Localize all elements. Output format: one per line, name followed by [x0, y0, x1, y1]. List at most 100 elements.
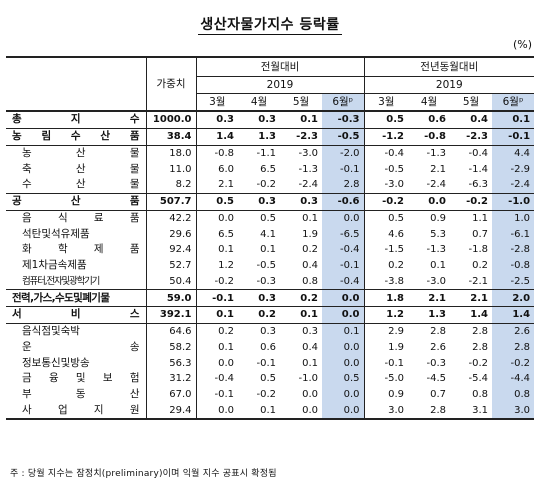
yoy-cell: -0.8 [492, 257, 535, 274]
mom-cell: 0.0 [322, 339, 365, 356]
yoy-cell: -3.0 [426, 275, 447, 287]
yoy-cell: 2.8 [472, 326, 489, 338]
mom-cell: 0.3 [302, 326, 318, 338]
mom-cell: -6.5 [322, 226, 365, 242]
mom-cell: 0.2 [258, 309, 276, 321]
yoy-cell: -0.3 [426, 357, 447, 369]
weight-cell: 50.4 [146, 273, 197, 290]
yoy-cell: -2.9 [492, 161, 535, 177]
yoy-cell: 0.9 [388, 389, 405, 401]
yoy-cell: -0.1 [492, 128, 535, 145]
row-label: 금 융 및 보 험 [6, 371, 147, 387]
mom-cell: 0.4 [302, 341, 318, 353]
yoy-cell: -1.3 [426, 147, 447, 159]
row-label: 운 송 [6, 339, 147, 356]
mom-cell: -2.3 [296, 131, 318, 143]
mom-cell: 1.2 [218, 260, 234, 272]
yoy-cell: 4.6 [388, 228, 405, 240]
yoy-cell: -2.1 [468, 275, 489, 287]
yoy-cell: -0.4 [468, 147, 489, 159]
table-row: 정보통신및방송 56.3 0.0 -0.1 0.1 0.0 -0.1 -0.3 -0.2 -0.2 [6, 355, 535, 371]
yoy-cell: -5.4 [468, 373, 489, 385]
table-row: 공 산 품 507.7 0.5 0.3 0.3 -0.6 -0.2 0.0 -0.2 -1.0 [6, 193, 535, 210]
table-row: 수 산 물 8.2 2.1 -0.2 -2.4 2.8 -3.0 -2.4 -6.3 -2.4 [6, 177, 535, 194]
yoy-cell: -2.5 [492, 273, 535, 290]
table-row: 석탄및석유제품 29.6 6.5 4.1 1.9 -6.5 4.6 5.3 0.7 -6.1 [6, 226, 535, 242]
yoy-cell: 1.9 [388, 341, 405, 353]
header-month: 5월 [292, 95, 310, 108]
table-row: 총 지 수 1000.0 0.3 0.3 0.1 -0.3 0.5 0.6 0.4 0.1 [6, 111, 535, 129]
yoy-cell: 0.9 [430, 212, 447, 224]
weight-cell: 11.0 [146, 161, 197, 177]
yoy-cell: -0.5 [384, 163, 405, 175]
mom-cell: 0.0 [218, 357, 234, 369]
mom-cell: 0.3 [258, 196, 276, 208]
mom-cell: -2.0 [322, 145, 365, 162]
mom-cell: 0.6 [260, 341, 276, 353]
weight-cell: 64.6 [146, 323, 197, 340]
table-row: 화 학 제 품 92.4 0.1 0.1 0.2 -0.4 -1.5 -1.3 -1.8 -2.8 [6, 242, 535, 258]
yoy-cell: 2.9 [388, 326, 405, 338]
yoy-cell: -0.2 [468, 357, 489, 369]
header-month-row: 3월 4월 5월 6월ᵖ 3월 4월 5월 6월ᵖ [6, 93, 535, 111]
header-month: 3월 [378, 95, 395, 108]
row-label: 화 학 제 품 [6, 242, 147, 258]
mom-cell: -0.4 [322, 273, 365, 290]
mom-cell: 0.2 [300, 292, 318, 304]
mom-cell: 4.1 [260, 228, 276, 240]
yoy-cell: -2.8 [492, 242, 535, 258]
mom-cell: -0.8 [214, 147, 234, 159]
mom-cell: -0.1 [256, 357, 276, 369]
yoy-cell: 2.8 [430, 326, 447, 338]
table-row: 축 산 물 11.0 6.0 6.5 -1.3 -0.1 -0.5 2.1 -1.4 -2.9 [6, 161, 535, 177]
mom-cell: -0.4 [214, 373, 234, 385]
row-label: 음 식 료 품 [6, 210, 147, 227]
mom-cell: 0.1 [302, 357, 318, 369]
table-row: 농 산 물 18.0 -0.8 -1.1 -3.0 -2.0 -0.4 -1.3 -0.4 4.4 [6, 145, 535, 162]
weight-cell: 67.0 [146, 386, 197, 403]
weight-cell: 29.6 [146, 226, 197, 242]
mom-cell: 6.0 [218, 163, 234, 175]
mom-cell: 0.5 [322, 371, 365, 387]
mom-cell: 2.1 [218, 179, 234, 191]
header-blank [6, 57, 147, 111]
mom-cell: -1.3 [298, 163, 318, 175]
weight-cell: 8.2 [146, 177, 197, 194]
mom-cell: -2.4 [298, 179, 318, 191]
mom-cell: 0.4 [302, 260, 318, 272]
mom-cell: -0.3 [322, 111, 365, 129]
header-month: 4월 [420, 95, 438, 108]
yoy-cell: -1.5 [384, 244, 405, 256]
yoy-cell: -0.1 [384, 357, 405, 369]
weight-cell: 59.0 [146, 289, 197, 307]
mom-cell: -1.1 [256, 147, 276, 159]
mom-cell: 0.1 [302, 212, 318, 224]
row-label: 정보통신및방송 [6, 355, 147, 371]
yoy-cell: 3.1 [472, 404, 489, 416]
yoy-cell: -3.8 [384, 275, 405, 287]
yoy-cell: 1.8 [386, 292, 405, 304]
yoy-cell: -1.2 [382, 131, 405, 143]
row-label: 서 비 스 [6, 306, 147, 324]
yoy-cell: 5.3 [430, 228, 447, 240]
yoy-cell: 1.4 [470, 309, 489, 321]
mom-cell: 0.5 [260, 212, 276, 224]
yoy-cell: 2.8 [430, 404, 447, 416]
yoy-cell: -5.0 [384, 373, 405, 385]
mom-cell: -0.4 [322, 242, 365, 258]
weight-cell: 38.4 [146, 128, 197, 145]
mom-cell: -0.3 [256, 275, 276, 287]
table-row: 제1차금속제품 52.7 1.2 -0.5 0.4 -0.1 0.2 0.1 0.2 -0.8 [6, 257, 535, 274]
weight-cell: 31.2 [146, 371, 197, 387]
yoy-cell: -0.4 [384, 147, 405, 159]
yoy-cell: -0.8 [424, 131, 447, 143]
mom-cell: -3.0 [298, 147, 318, 159]
mom-cell: 0.1 [260, 404, 276, 416]
unit-label: (%) [512, 38, 532, 51]
mom-cell: 0.3 [300, 196, 318, 208]
mom-cell: 1.3 [258, 131, 276, 143]
mom-cell: 6.5 [218, 228, 234, 240]
header-mom: 전월대비 [196, 57, 365, 77]
mom-cell: 0.8 [302, 275, 318, 287]
